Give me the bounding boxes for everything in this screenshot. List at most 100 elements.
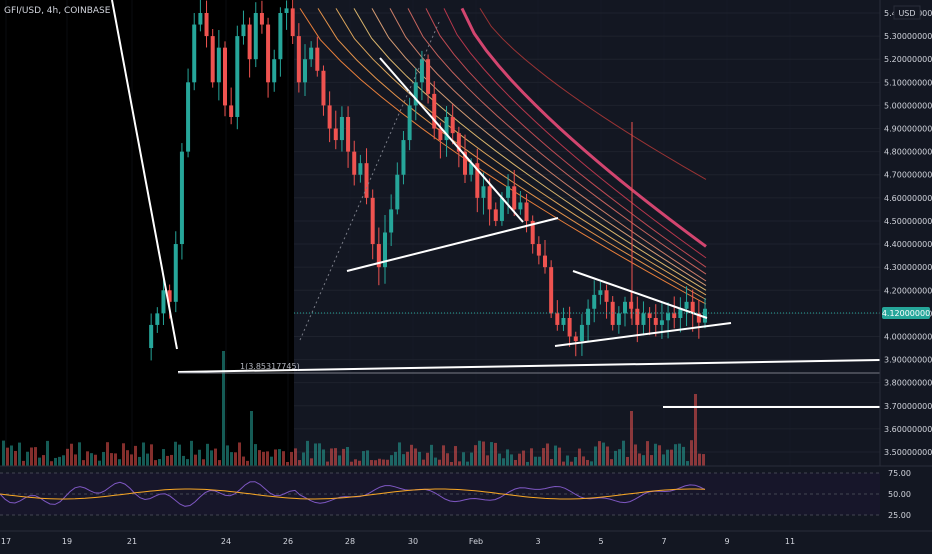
price-tick-label[interactable]: 5.00000000: [884, 101, 932, 110]
candle-body[interactable]: [155, 313, 160, 325]
candle-body[interactable]: [647, 313, 652, 318]
candle-body[interactable]: [413, 82, 418, 106]
trend-line[interactable]: [554, 322, 732, 347]
time-tick-label[interactable]: 17: [1, 537, 11, 546]
candle-body[interactable]: [696, 313, 701, 323]
candle-body[interactable]: [346, 116, 351, 152]
time-tick-label[interactable]: 5: [598, 537, 603, 546]
trend-line[interactable]: [572, 270, 708, 319]
candle-body[interactable]: [401, 140, 406, 175]
candle-body[interactable]: [579, 324, 584, 342]
candle-body[interactable]: [506, 186, 511, 198]
candle-body[interactable]: [389, 209, 394, 233]
price-tick-label[interactable]: 3.50000000: [884, 448, 932, 457]
candle-body[interactable]: [623, 301, 627, 314]
candle-body[interactable]: [641, 313, 646, 325]
candle-body[interactable]: [604, 290, 609, 302]
candle-body[interactable]: [475, 163, 480, 198]
price-tick-label[interactable]: 4.20000000: [884, 286, 932, 295]
candle-body[interactable]: [315, 47, 320, 71]
candle-body[interactable]: [567, 317, 572, 337]
price-tick-label[interactable]: 3.60000000: [884, 425, 932, 434]
candle-body[interactable]: [278, 13, 283, 60]
candle-body[interactable]: [512, 186, 517, 210]
candle-body[interactable]: [327, 105, 332, 129]
trend-line[interactable]: [111, 0, 178, 350]
price-tick-label[interactable]: 4.30000000: [884, 263, 932, 272]
candle-body[interactable]: [284, 8, 289, 13]
price-tick-label[interactable]: 3.70000000: [884, 402, 932, 411]
candle-body[interactable]: [247, 24, 252, 60]
candle-body[interactable]: [167, 290, 172, 302]
time-tick-label[interactable]: 11: [785, 537, 795, 546]
price-tick-label[interactable]: 3.90000000: [884, 356, 932, 365]
candle-body[interactable]: [432, 93, 437, 129]
candle-body[interactable]: [586, 308, 591, 325]
candle-body[interactable]: [543, 255, 547, 268]
candle-body[interactable]: [149, 324, 154, 349]
candle-body[interactable]: [592, 294, 597, 309]
candle-body[interactable]: [216, 47, 221, 83]
candle-body[interactable]: [598, 290, 603, 295]
candle-body[interactable]: [518, 202, 523, 210]
candle-body[interactable]: [438, 128, 443, 141]
candles[interactable]: [149, 0, 707, 361]
candle-body[interactable]: [561, 317, 566, 325]
time-tick-label[interactable]: 19: [62, 537, 72, 546]
candle-body[interactable]: [383, 232, 387, 268]
candle-body[interactable]: [161, 290, 166, 314]
candle-body[interactable]: [493, 209, 498, 221]
candle-body[interactable]: [426, 59, 431, 94]
time-tick-label[interactable]: 7: [661, 537, 666, 546]
candle-body[interactable]: [272, 59, 277, 83]
candle-body[interactable]: [173, 244, 178, 302]
candle-body[interactable]: [395, 174, 400, 210]
candle-body[interactable]: [629, 301, 634, 309]
candle-body[interactable]: [364, 163, 369, 198]
time-tick-label[interactable]: 30: [408, 537, 418, 546]
candle-body[interactable]: [444, 116, 449, 141]
candle-body[interactable]: [296, 36, 301, 83]
candle-body[interactable]: [659, 320, 664, 325]
time-tick-label[interactable]: 21: [127, 537, 137, 546]
price-tick-label[interactable]: 4.80000000: [884, 148, 932, 157]
rsi-pane[interactable]: [0, 465, 932, 516]
price-tick-label[interactable]: 5.10000000: [884, 78, 932, 87]
trend-drawings[interactable]: [111, 0, 881, 408]
candle-body[interactable]: [703, 308, 707, 323]
candle-body[interactable]: [672, 313, 677, 318]
candle-body[interactable]: [223, 47, 227, 106]
time-tick-label[interactable]: 26: [283, 537, 293, 546]
candle-body[interactable]: [186, 82, 191, 152]
trend-line[interactable]: [379, 57, 524, 223]
candle-body[interactable]: [573, 336, 578, 342]
candle-body[interactable]: [179, 151, 184, 245]
candle-body[interactable]: [290, 8, 295, 37]
time-tick-label[interactable]: Feb: [469, 537, 483, 546]
candle-body[interactable]: [616, 313, 621, 325]
price-tick-label[interactable]: 3.80000000: [884, 379, 932, 388]
candle-body[interactable]: [463, 151, 467, 175]
time-tick-label[interactable]: 28: [345, 537, 355, 546]
price-tick-label[interactable]: 4.70000000: [884, 171, 932, 180]
candle-body[interactable]: [370, 197, 375, 245]
candle-body[interactable]: [450, 116, 455, 134]
candle-body[interactable]: [678, 308, 683, 318]
time-tick-label[interactable]: 9: [724, 537, 729, 546]
candle-body[interactable]: [241, 24, 246, 37]
candle-body[interactable]: [690, 301, 695, 314]
candle-body[interactable]: [358, 163, 363, 175]
price-tick-label[interactable]: 4.90000000: [884, 125, 932, 134]
candle-body[interactable]: [333, 128, 338, 141]
candle-body[interactable]: [530, 220, 535, 245]
candle-body[interactable]: [204, 13, 209, 37]
candle-body[interactable]: [303, 59, 307, 83]
candle-body[interactable]: [524, 202, 529, 221]
candle-body[interactable]: [198, 13, 203, 25]
candle-body[interactable]: [549, 267, 554, 314]
symbol-label[interactable]: GFI/USD, 4h, COINBASE: [4, 6, 111, 16]
trend-line[interactable]: [177, 359, 881, 373]
price-tick-label[interactable]: 4.60000000: [884, 194, 932, 203]
trend-line[interactable]: [346, 217, 559, 272]
